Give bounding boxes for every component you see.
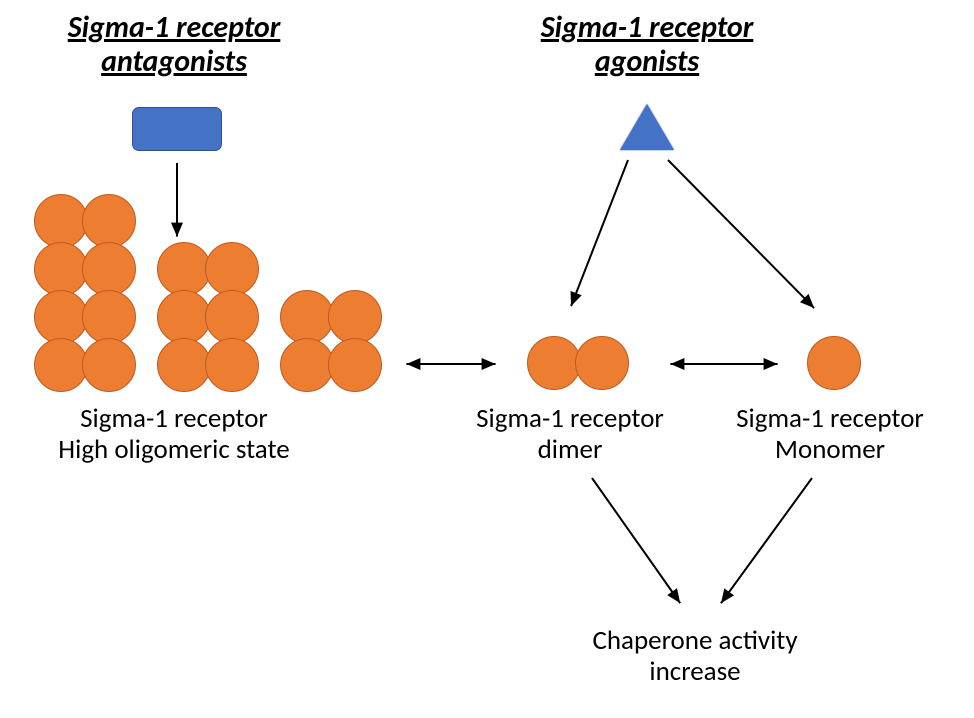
oligomer-circle <box>157 242 211 296</box>
oligomer-circle <box>34 242 88 296</box>
arrow-agonist-to-monomer <box>668 160 814 308</box>
oligomer-circle <box>157 338 211 392</box>
label-oligomer: Sigma-1 receptor High oligomeric state <box>0 403 384 465</box>
dimer-circle <box>575 336 629 390</box>
oligomer-circle <box>82 338 136 392</box>
title-agonists: Sigma-1 receptor agonists <box>447 11 847 79</box>
oligomer-circle <box>34 338 88 392</box>
oligomer-circle <box>280 338 334 392</box>
label-monomer: Sigma-1 receptor Monomer <box>620 403 974 465</box>
title-antagonists: Sigma-1 receptor antagonists <box>0 11 374 79</box>
oligomer-circle <box>328 290 382 344</box>
oligomer-circle <box>157 290 211 344</box>
monomer-circle <box>807 336 861 390</box>
arrow-monomer-to-chaperone <box>721 478 812 603</box>
oligomer-circle <box>82 194 136 248</box>
arrow-agonist-to-dimer <box>571 160 628 306</box>
oligomer-circle <box>34 194 88 248</box>
antagonist-rectangle <box>132 107 222 151</box>
oligomer-circle <box>82 242 136 296</box>
oligomer-circle <box>34 290 88 344</box>
oligomer-circle <box>328 338 382 392</box>
oligomer-circle <box>280 290 334 344</box>
agonist-triangle <box>620 104 674 150</box>
dimer-circle <box>527 336 581 390</box>
label-chaperone: Chaperone activity increase <box>485 625 905 687</box>
oligomer-circle <box>205 338 259 392</box>
oligomer-circle <box>82 290 136 344</box>
arrow-dimer-to-chaperone <box>592 478 680 603</box>
oligomer-circle <box>205 242 259 296</box>
oligomer-circle <box>205 290 259 344</box>
